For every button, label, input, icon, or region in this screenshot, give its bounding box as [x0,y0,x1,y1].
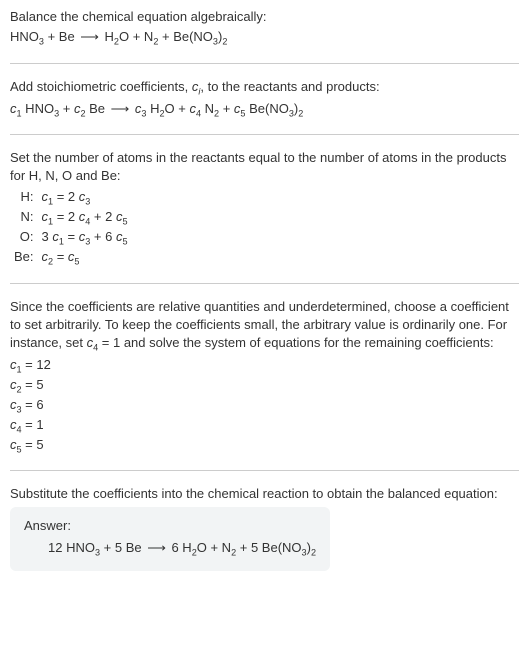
arrow-icon: ⟶ [145,539,168,557]
element-label: N: [10,208,38,228]
element-equation: c1 = 2 c3 [38,188,132,208]
answer-label: Answer: [24,517,316,535]
table-row: O: 3 c1 = c3 + 6 c5 [10,228,132,248]
eq-sub: 2 [222,37,227,47]
answer-box: Answer: 12 HNO3 + 5 Be ⟶ 6 H2O + N2 + 5 … [10,507,330,572]
atom-equations-table: H: c1 = 2 c3 N: c1 = 2 c4 + 2 c5 O: 3 c1… [10,188,132,269]
eq-text: + Be [44,29,78,44]
arrow-icon: ⟶ [109,100,132,118]
stoich-intro: Add stoichiometric coefficients, ci, to … [10,78,519,98]
divider [10,470,519,471]
eq-text: HNO [22,101,55,116]
eq-text: + Be(NO [158,29,213,44]
divider [10,63,519,64]
arrow-icon: ⟶ [78,28,101,46]
balanced-equation: 12 HNO3 + 5 Be ⟶ 6 H2O + N2 + 5 Be(NO3)2 [24,539,316,559]
coef: c [131,101,141,116]
element-equation: c1 = 2 c4 + 2 c5 [38,208,132,228]
table-row: H: c1 = 2 c3 [10,188,132,208]
eq-text: + 5 Be [100,540,145,555]
table-row: Be: c2 = c5 [10,248,132,268]
section-stoichiometric: Add stoichiometric coefficients, ci, to … [10,78,519,121]
list-item: c1 = 12 [10,356,519,376]
eq-text: Be [86,101,109,116]
list-item: c2 = 5 [10,376,519,396]
divider [10,283,519,284]
eq-text: + 5 Be(NO [236,540,301,555]
eq-text: O + N [197,540,231,555]
eq-text: O + N [119,29,153,44]
text: , to the reactants and products: [200,79,379,94]
list-item: c5 = 5 [10,436,519,456]
eq-text: N [201,101,214,116]
atom-intro: Set the number of atoms in the reactants… [10,149,519,185]
element-label: O: [10,228,38,248]
divider [10,134,519,135]
answer-intro: Substitute the coefficients into the che… [10,485,519,503]
text: Add stoichiometric coefficients, [10,79,192,94]
section-solve: Since the coefficients are relative quan… [10,298,519,456]
solve-intro: Since the coefficients are relative quan… [10,298,519,355]
eq-text: H [146,101,159,116]
stoich-equation: c1 HNO3 + c2 Be ⟶ c3 H2O + c4 N2 + c5 Be… [10,100,519,120]
eq-sub: 2 [298,108,303,118]
coefficient-list: c1 = 12 c2 = 5 c3 = 6 c4 = 1 c5 = 5 [10,356,519,455]
list-item: c4 = 1 [10,416,519,436]
section-answer: Substitute the coefficients into the che… [10,485,519,572]
unbalanced-equation: HNO3 + Be ⟶ H2O + N2 + Be(NO3)2 [10,28,519,48]
eq-text: 6 H [168,540,192,555]
element-label: H: [10,188,38,208]
balance-intro-text: Balance the chemical equation algebraica… [10,8,519,26]
eq-text: H [101,29,114,44]
list-item: c3 = 6 [10,396,519,416]
element-equation: c2 = c5 [38,248,132,268]
eq-text: + [59,101,74,116]
eq-text: 12 HNO [48,540,95,555]
table-row: N: c1 = 2 c4 + 2 c5 [10,208,132,228]
section-balance-intro: Balance the chemical equation algebraica… [10,8,519,49]
eq-text: HNO [10,29,39,44]
eq-text: O + [165,101,190,116]
eq-sub: 2 [311,548,316,558]
element-equation: 3 c1 = c3 + 6 c5 [38,228,132,248]
section-atom-equations: Set the number of atoms in the reactants… [10,149,519,269]
element-label: Be: [10,248,38,268]
eq-text: + [219,101,234,116]
eq-text: Be(NO [245,101,288,116]
text: = 1 and solve the system of equations fo… [98,335,493,350]
